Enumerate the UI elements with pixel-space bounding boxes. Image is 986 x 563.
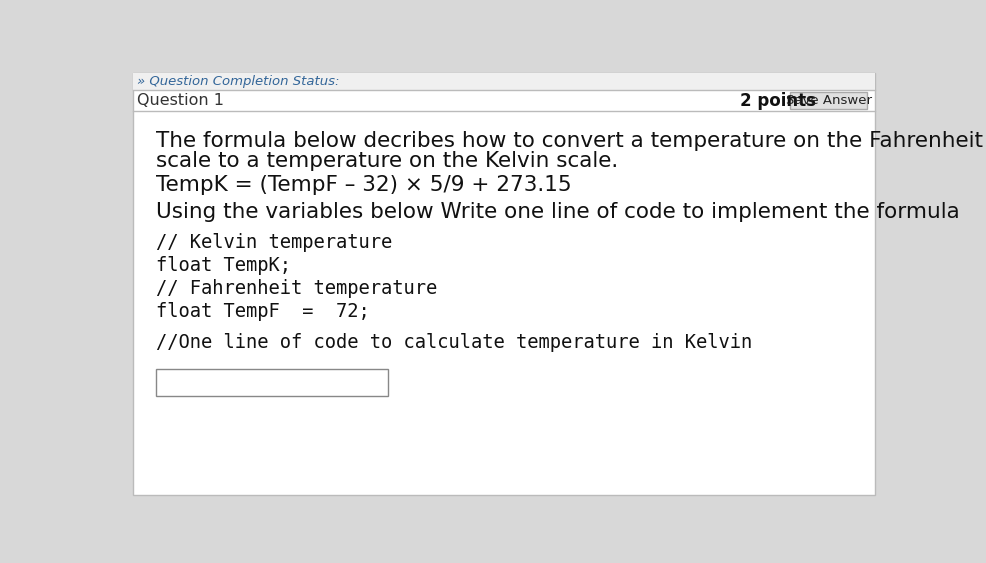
Text: Question 1: Question 1 <box>137 93 224 108</box>
Text: » Question Completion Status:: » Question Completion Status: <box>137 75 339 88</box>
FancyBboxPatch shape <box>132 73 875 495</box>
Text: //One line of code to calculate temperature in Kelvin: //One line of code to calculate temperat… <box>156 333 751 352</box>
Text: 2 points: 2 points <box>739 92 814 110</box>
Text: scale to a temperature on the Kelvin scale.: scale to a temperature on the Kelvin sca… <box>156 151 617 171</box>
Text: float TempK;: float TempK; <box>156 256 291 275</box>
FancyBboxPatch shape <box>132 73 875 90</box>
FancyBboxPatch shape <box>156 369 388 396</box>
Text: The formula below decribes how to convert a temperature on the Fahrenheit: The formula below decribes how to conver… <box>156 131 982 151</box>
FancyBboxPatch shape <box>789 92 867 109</box>
Text: Save Answer: Save Answer <box>785 94 871 107</box>
Text: TempK = (TempF – 32) × 5/9 + 273.15: TempK = (TempF – 32) × 5/9 + 273.15 <box>156 175 571 195</box>
Text: // Fahrenheit temperature: // Fahrenheit temperature <box>156 279 437 298</box>
Text: // Kelvin temperature: // Kelvin temperature <box>156 233 391 252</box>
Text: float TempF  =  72;: float TempF = 72; <box>156 302 370 321</box>
Text: Using the variables below Write one line of code to implement the formula: Using the variables below Write one line… <box>156 202 958 222</box>
